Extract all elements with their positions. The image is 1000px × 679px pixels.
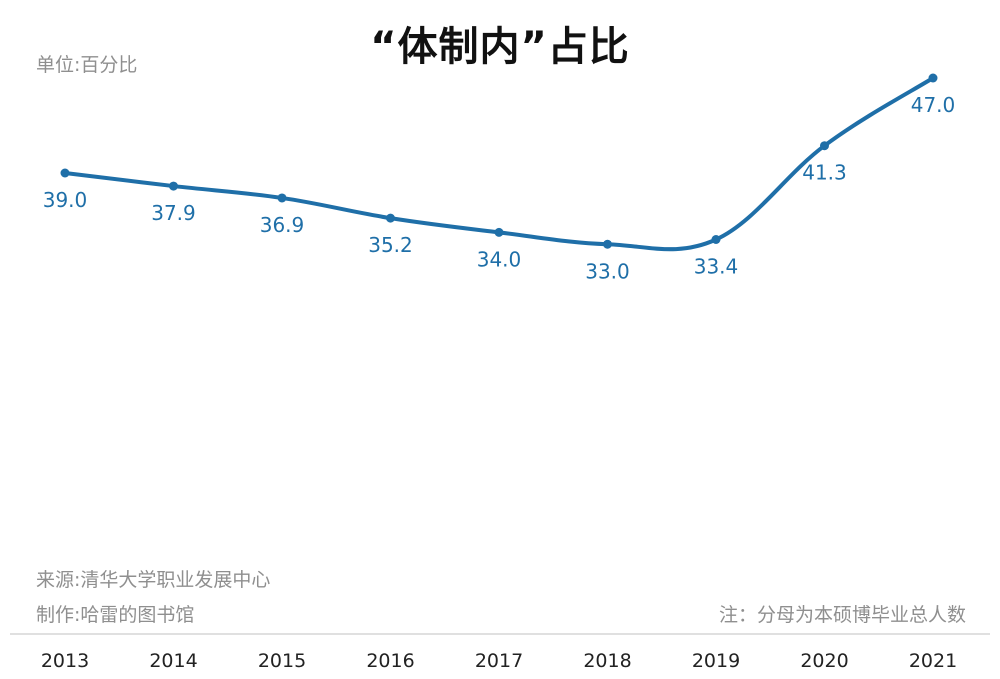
data-label-2020: 41.3 bbox=[802, 161, 847, 185]
data-point-2016 bbox=[386, 213, 395, 223]
unit-note: 单位:百分比 bbox=[36, 54, 138, 76]
x-tick-2014: 2014 bbox=[149, 650, 197, 672]
data-label-2015: 36.9 bbox=[260, 213, 305, 237]
x-tick-2016: 2016 bbox=[366, 650, 414, 672]
data-label-2014: 37.9 bbox=[151, 201, 196, 225]
x-tick-2020: 2020 bbox=[800, 650, 848, 672]
data-point-2014 bbox=[169, 181, 178, 191]
x-tick-2013: 2013 bbox=[41, 650, 89, 672]
data-point-2015 bbox=[277, 193, 287, 203]
data-point-2019 bbox=[711, 235, 721, 244]
data-point-2013 bbox=[60, 168, 70, 178]
data-label-2013: 39.0 bbox=[43, 188, 88, 212]
maker-note: 制作:哈雷的图书馆 bbox=[36, 604, 195, 626]
x-ticks-layer: 2013 2014 2015 2016 2017 2018 2019 2020 2021 bbox=[41, 650, 957, 672]
data-label-2016: 35.2 bbox=[368, 233, 413, 257]
data-label-2017: 34.0 bbox=[477, 247, 522, 271]
data-label-2019: 33.4 bbox=[694, 255, 739, 279]
footnote: 注：分母为本硕博毕业总人数 bbox=[718, 604, 966, 626]
data-point-2018 bbox=[603, 239, 612, 249]
data-labels-layer: 39.0 37.9 36.9 35.2 34.0 33.0 33.4 41.3 47.0 bbox=[43, 93, 956, 283]
data-label-2021: 47.0 bbox=[911, 93, 956, 117]
x-tick-2019: 2019 bbox=[692, 650, 740, 672]
data-point-2021 bbox=[928, 73, 938, 83]
x-tick-2015: 2015 bbox=[258, 650, 306, 672]
chart-title: “体制内”占比 bbox=[370, 24, 630, 70]
data-point-2017 bbox=[494, 227, 504, 237]
data-label-2018: 33.0 bbox=[585, 259, 630, 283]
series-layer bbox=[63, 76, 935, 252]
source-note: 来源:清华大学职业发展中心 bbox=[36, 569, 271, 591]
x-tick-2017: 2017 bbox=[475, 650, 523, 672]
points-layer bbox=[60, 73, 938, 249]
series-line bbox=[63, 76, 935, 252]
x-tick-2021: 2021 bbox=[909, 650, 957, 672]
data-point-2020 bbox=[820, 141, 829, 151]
x-tick-2018: 2018 bbox=[583, 650, 631, 672]
